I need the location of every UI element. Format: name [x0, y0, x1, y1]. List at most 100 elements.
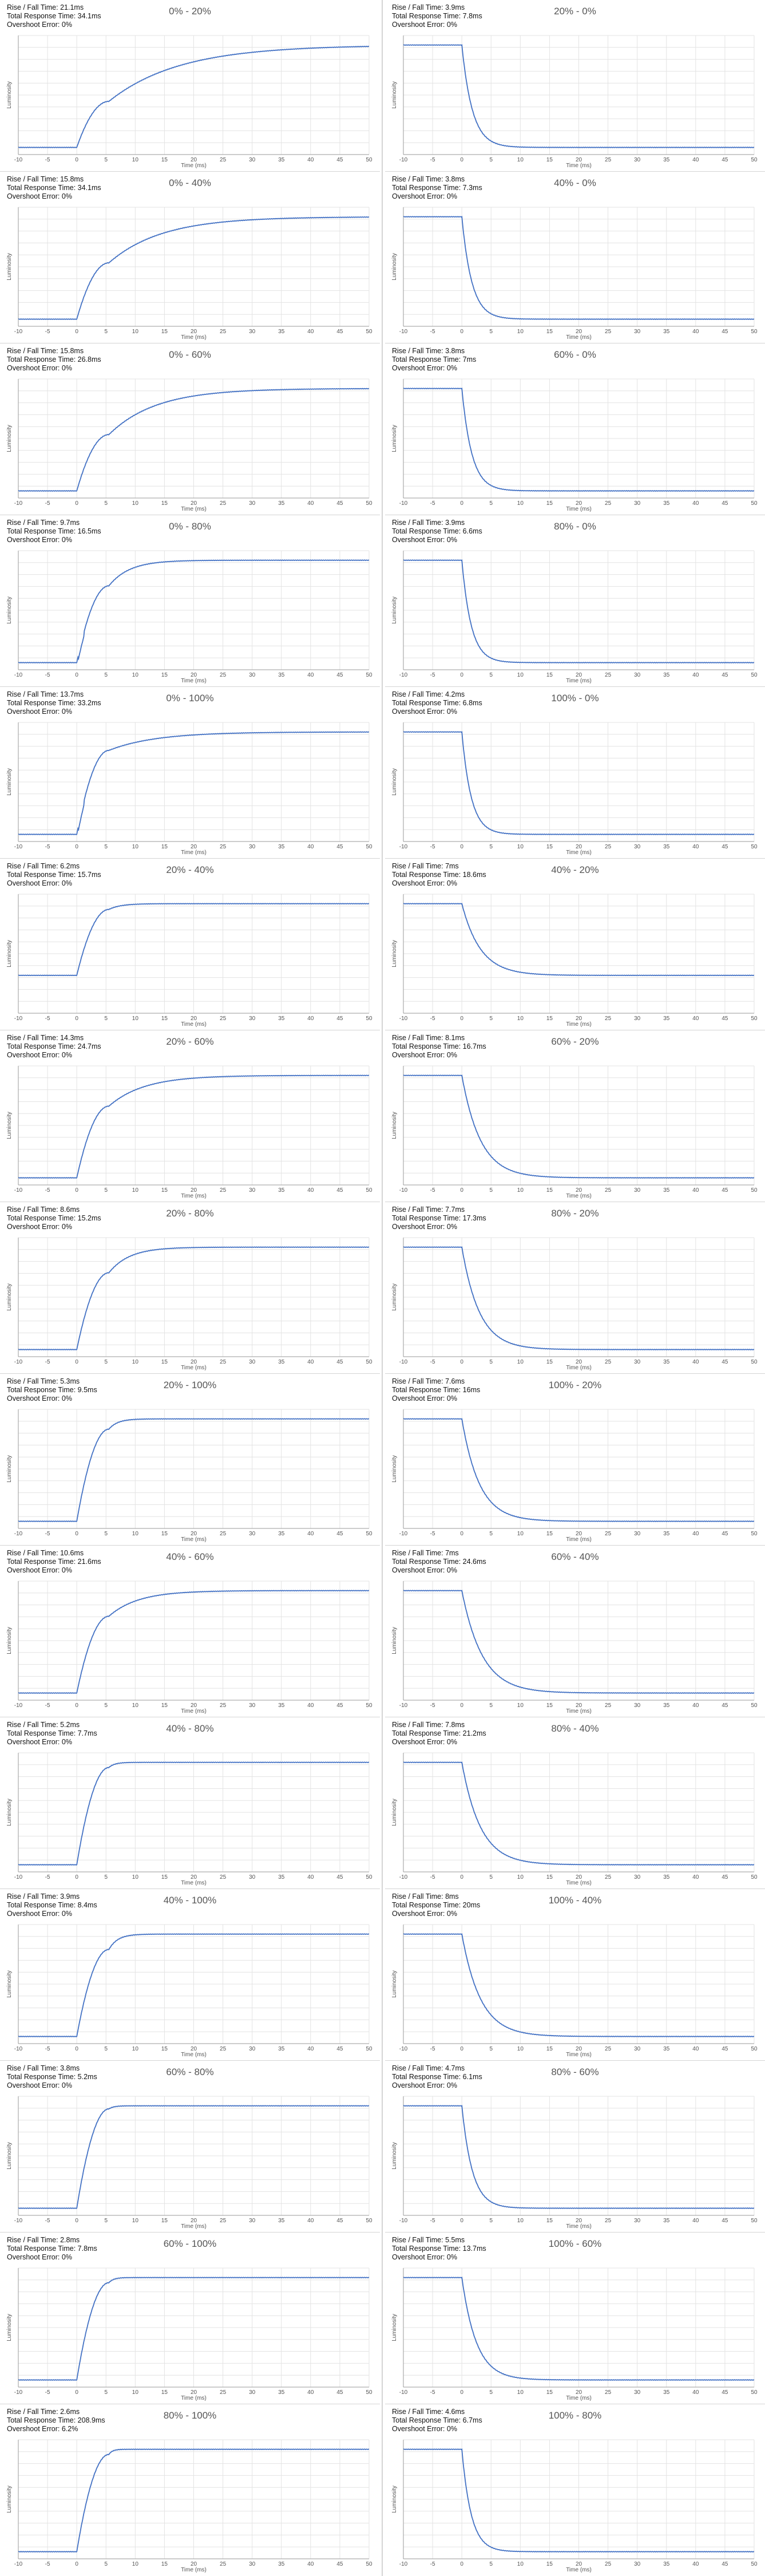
luminosity-series-line [403, 2105, 755, 2209]
x-axis-label: Time (ms) [181, 334, 207, 341]
rise-stat: Rise / Fall Time: 15.8ms [7, 175, 84, 183]
x-tick-label: 20 [191, 844, 197, 850]
x-tick-label: 15 [161, 1702, 168, 1709]
x-tick-label: 20 [191, 157, 197, 163]
x-axis-label: Time (ms) [181, 1365, 207, 1371]
x-tick-label: -5 [430, 1359, 435, 1365]
chart-title: 100% - 20% [548, 1380, 602, 1390]
overshoot-stat: Overshoot Error: 0% [392, 2081, 457, 2089]
x-axis-label: Time (ms) [566, 506, 592, 512]
luminosity-series-line [403, 903, 755, 977]
y-axis-label: Luminosity [391, 1799, 398, 1826]
x-tick-label: 30 [249, 329, 256, 335]
x-tick-label: -10 [399, 2046, 408, 2052]
total-stat: Total Response Time: 21.6ms [7, 1558, 101, 1566]
chart-title: 60% - 100% [163, 2238, 217, 2249]
x-tick-label: 15 [161, 1016, 168, 1022]
luminosity-series-line [18, 1418, 370, 1522]
luminosity-chart: -10 -5 0 5 10 15 20 25 30 35 40 45 50 Time (ms) Lumino… [391, 1237, 758, 1371]
chart-title: 100% - 40% [548, 1895, 602, 1906]
x-tick-label: 45 [336, 2046, 343, 2052]
x-tick-label: 15 [546, 2561, 553, 2567]
x-tick-label: 35 [663, 2561, 670, 2567]
y-axis-label: Luminosity [6, 81, 13, 109]
x-tick-label: -5 [45, 1359, 50, 1365]
overshoot-stat: Overshoot Error: 0% [392, 1738, 457, 1746]
row-divider [385, 2060, 765, 2061]
x-tick-label: 20 [576, 1187, 582, 1194]
x-tick-label: 30 [249, 2218, 256, 2224]
x-tick-label: -10 [14, 500, 23, 507]
luminosity-chart: -10 -5 0 5 10 15 20 25 30 35 40 45 50 Time (ms) Lumino… [391, 2096, 758, 2230]
chart-title: 0% - 40% [169, 177, 211, 188]
x-tick-label: 20 [191, 1187, 197, 1194]
rise-stat: Rise / Fall Time: 3.9ms [7, 1893, 80, 1901]
column-divider [382, 0, 383, 2576]
x-tick-label: 0 [75, 844, 78, 850]
chart-panel: -10 -5 0 5 10 15 20 25 30 35 40 45 50 Time (ms) Lumino… [0, 1374, 380, 1545]
luminosity-chart: -10 -5 0 5 10 15 20 25 30 35 40 45 50 Time (ms) Lumino… [6, 550, 372, 684]
x-tick-label: -5 [45, 1016, 50, 1022]
luminosity-chart: -10 -5 0 5 10 15 20 25 30 35 40 45 50 Time (ms) Lumino… [391, 1924, 758, 2058]
x-tick-label: -10 [399, 1874, 408, 1880]
x-tick-label: 30 [249, 157, 256, 163]
y-axis-label: Luminosity [6, 1455, 13, 1483]
total-stat: Total Response Time: 6.8ms [392, 699, 482, 707]
x-tick-label: 5 [104, 329, 108, 335]
x-tick-label: 50 [751, 1187, 758, 1194]
x-axis-label: Time (ms) [181, 678, 207, 684]
x-tick-label: 10 [517, 500, 524, 507]
luminosity-series-line [403, 44, 755, 148]
x-tick-label: 15 [546, 157, 553, 163]
row-divider [0, 686, 380, 687]
x-tick-label: 30 [249, 1359, 256, 1365]
overshoot-stat: Overshoot Error: 0% [392, 21, 457, 29]
x-tick-label: 10 [517, 844, 524, 850]
overshoot-stat: Overshoot Error: 0% [7, 536, 72, 544]
response-stats: Rise / Fall Time: 3.8ms Total Response Ti… [7, 2064, 97, 2090]
x-axis-label: Time (ms) [181, 2223, 207, 2230]
y-axis-label: Luminosity [6, 768, 13, 796]
chart-title: 20% - 100% [163, 1380, 217, 1390]
x-tick-label: 5 [489, 1702, 493, 1709]
x-tick-label: 20 [576, 329, 582, 335]
rise-stat: Rise / Fall Time: 4.7ms [392, 2064, 465, 2072]
chart-title: 100% - 60% [548, 2238, 602, 2249]
x-tick-label: 5 [489, 500, 493, 507]
x-tick-label: 50 [366, 2389, 372, 2396]
total-stat: Total Response Time: 34.1ms [7, 184, 101, 192]
total-stat: Total Response Time: 15.7ms [7, 871, 101, 879]
luminosity-series-line [403, 1246, 755, 1350]
chart-panel: -10 -5 0 5 10 15 20 25 30 35 40 45 50 Time (ms) Lumino… [385, 2233, 765, 2404]
x-tick-label: 15 [161, 1874, 168, 1880]
x-tick-label: 5 [489, 1874, 493, 1880]
x-tick-label: 20 [191, 500, 197, 507]
x-tick-label: 25 [220, 2218, 227, 2224]
x-tick-label: 50 [751, 329, 758, 335]
x-tick-label: 30 [249, 500, 256, 507]
x-tick-label: 35 [278, 329, 285, 335]
x-tick-label: 50 [751, 2218, 758, 2224]
overshoot-stat: Overshoot Error: 0% [7, 2253, 72, 2261]
x-tick-label: 0 [75, 157, 78, 163]
response-stats: Rise / Fall Time: 7ms Total Response Time… [392, 862, 486, 888]
x-tick-label: 50 [366, 157, 372, 163]
chart-panel: -10 -5 0 5 10 15 20 25 30 35 40 45 50 Time (ms) Lumino… [385, 343, 765, 515]
x-tick-label: 30 [634, 2218, 641, 2224]
chart-panel: -10 -5 0 5 10 15 20 25 30 35 40 45 50 Time (ms) Lumino… [0, 172, 380, 343]
x-tick-label: -5 [430, 672, 435, 678]
x-tick-label: 0 [460, 329, 463, 335]
x-tick-label: 10 [517, 1187, 524, 1194]
row-divider [0, 2060, 380, 2061]
x-tick-label: 0 [75, 2389, 78, 2396]
x-tick-label: 0 [75, 500, 78, 507]
x-tick-label: 10 [132, 1531, 139, 1537]
x-tick-label: 40 [692, 329, 699, 335]
y-axis-label: Luminosity [391, 768, 398, 796]
x-tick-label: 20 [576, 1874, 582, 1880]
chart-panel: -10 -5 0 5 10 15 20 25 30 35 40 45 50 Time (ms) Lumino… [385, 1889, 765, 2060]
rise-stat: Rise / Fall Time: 5.2ms [7, 1721, 80, 1729]
response-stats: Rise / Fall Time: 9.7ms Total Response Ti… [7, 519, 101, 544]
rise-stat: Rise / Fall Time: 8.1ms [392, 1034, 465, 1042]
luminosity-series-line [18, 2448, 370, 2553]
